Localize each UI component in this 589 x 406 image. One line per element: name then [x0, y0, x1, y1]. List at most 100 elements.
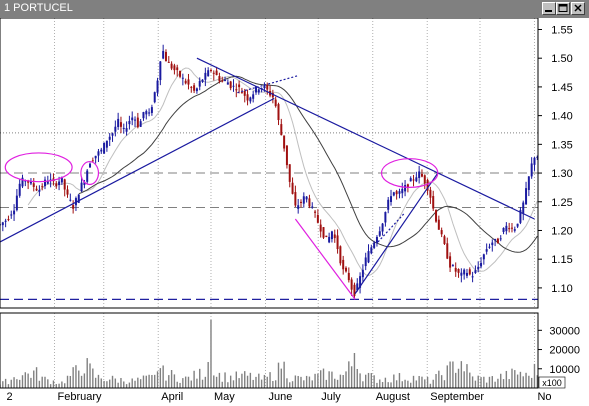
candle	[66, 185, 69, 198]
candle-body	[271, 93, 274, 98]
candle	[173, 63, 176, 75]
candle-body	[72, 205, 75, 209]
volume-bar	[137, 377, 139, 388]
volume-bar	[232, 380, 235, 388]
volume-bar	[449, 361, 451, 388]
candle-body	[7, 219, 10, 221]
candle-body	[122, 127, 125, 129]
price-tick-label: 1.35	[551, 139, 572, 151]
candle-body	[406, 184, 409, 188]
volume-bar	[269, 372, 271, 388]
volume-bar	[280, 368, 283, 388]
candle	[69, 193, 72, 202]
volume-bar	[331, 371, 333, 388]
volume-bar	[485, 382, 488, 388]
volume-bar	[246, 375, 249, 388]
candle-body	[108, 136, 111, 140]
volume-bar	[125, 384, 128, 388]
candle-body	[437, 219, 440, 230]
candle-body	[46, 180, 49, 184]
candle-body	[41, 186, 44, 188]
volume-bar	[47, 379, 49, 388]
volume-bar	[83, 373, 86, 388]
volume-bar	[258, 373, 260, 388]
candle	[277, 102, 280, 126]
volume-bar	[528, 375, 530, 388]
candle	[429, 186, 432, 204]
minimize-button[interactable]	[542, 2, 556, 15]
candle-body	[254, 86, 257, 93]
volume-bar	[415, 380, 418, 388]
candle-body	[257, 89, 260, 93]
candle-body	[10, 214, 13, 216]
close-button[interactable]	[571, 2, 585, 15]
candle	[387, 197, 390, 214]
moving-averages	[27, 67, 538, 277]
candle-body	[336, 235, 339, 250]
volume-bar	[373, 375, 375, 388]
maximize-button[interactable]	[556, 2, 570, 15]
candle-body	[477, 266, 480, 270]
volume-bar	[241, 373, 243, 388]
candle-body	[283, 135, 286, 149]
candle	[527, 176, 530, 197]
candle-body	[187, 79, 190, 85]
candle	[204, 67, 207, 87]
candle-body	[502, 227, 505, 232]
candle-body	[4, 220, 7, 222]
volume-bar	[421, 376, 423, 388]
price-tick-label: 1.20	[551, 225, 572, 237]
candle	[311, 202, 314, 209]
volume-bar	[35, 367, 38, 388]
candle-body	[153, 92, 156, 103]
candle-body	[513, 229, 516, 231]
volume-bar	[500, 373, 502, 388]
volume-tick-label: 30000	[549, 325, 580, 337]
candle-body	[63, 179, 66, 190]
candle	[339, 245, 342, 266]
candle-body	[291, 182, 294, 194]
candle-body	[159, 61, 162, 81]
volume-bar	[533, 363, 536, 388]
candle-body	[142, 112, 145, 119]
candle	[134, 116, 137, 128]
candle	[285, 145, 288, 169]
volume-bar	[38, 380, 41, 388]
volume-bar	[514, 370, 516, 388]
candle-body	[190, 86, 193, 88]
candle-body	[457, 269, 460, 273]
volume-bar	[379, 379, 381, 388]
candle-body	[536, 156, 539, 158]
volume-bar	[488, 376, 491, 388]
window-title: 1 PORTUCEL	[4, 2, 73, 14]
candle-body	[176, 67, 179, 71]
volume-bar	[426, 376, 429, 388]
candle	[83, 179, 86, 189]
candle	[128, 115, 131, 130]
volume-bar	[4, 378, 7, 388]
candle-body	[308, 198, 311, 207]
candle-body	[207, 70, 210, 77]
candle-body	[91, 160, 94, 162]
candle	[516, 223, 519, 229]
candle-body	[170, 63, 173, 69]
price-tick-label: 1.10	[551, 283, 572, 295]
date-axis: 2 February April May June July August September…	[7, 391, 552, 403]
candle-body	[249, 97, 252, 102]
volume-bar	[294, 375, 297, 388]
candle	[457, 268, 460, 278]
stock-chart: 1.10 1.15 1.20 1.25 1.30 1.35 1.40 1.45 1.50 1.55…	[0, 18, 589, 406]
volume-bar	[455, 372, 457, 388]
candle-body	[328, 236, 331, 243]
candle	[215, 66, 218, 76]
candle-body	[94, 155, 97, 159]
candle-body	[485, 249, 488, 252]
volume-bar	[381, 382, 384, 388]
candle-body	[330, 231, 333, 240]
candle	[32, 178, 35, 192]
candle	[80, 176, 83, 193]
candle	[35, 185, 38, 192]
candle-body	[415, 177, 418, 182]
candle-body	[395, 191, 398, 195]
candle	[356, 278, 359, 292]
